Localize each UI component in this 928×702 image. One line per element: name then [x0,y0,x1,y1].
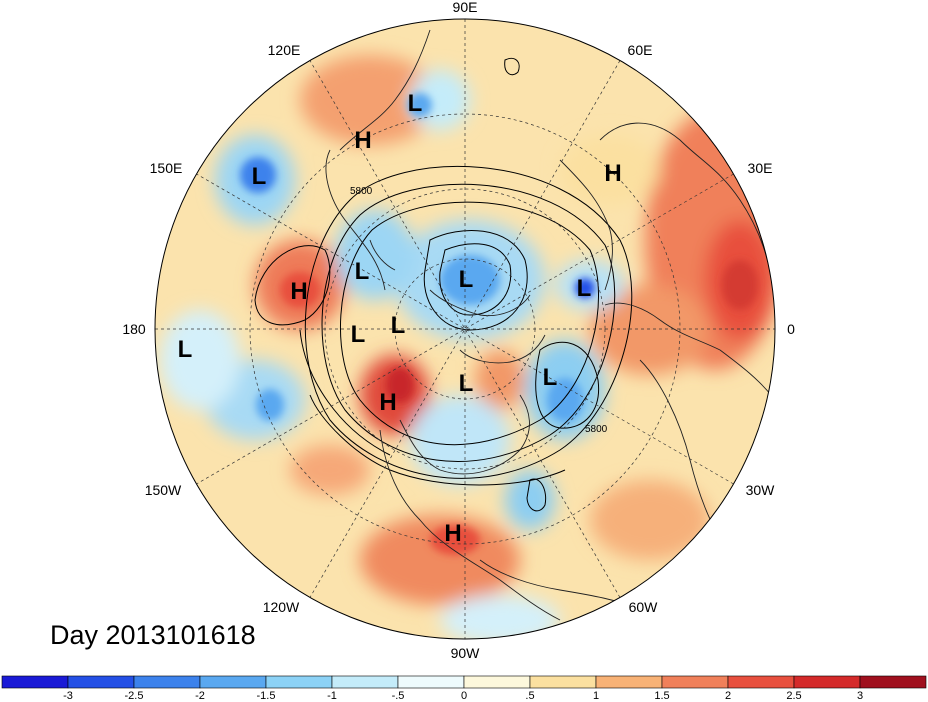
lon-label-150e: 150E [150,160,183,176]
colorbar-tick-label: -2.5 [125,690,144,702]
pressure-center: L [351,321,366,348]
lon-label-180: 180 [122,321,146,337]
colorbar-swatch [727,675,795,689]
colorbar-tick-label: 3 [857,690,863,702]
colorbar: -3 -2.5 -2 -1.5 -1 -.5 0 .5 1 1.5 2 2.5 3 [1,675,927,702]
contour-label: 5800 [585,424,608,435]
pressure-center: L [355,258,370,285]
lon-label-30e: 30E [748,160,773,176]
pressure-center: H [379,389,396,416]
pressure-center: L [459,370,474,397]
colorbar-swatch [199,675,267,689]
colorbar-swatch [463,675,531,689]
pressure-center: H [354,127,371,154]
lon-label-90w: 90W [451,645,481,661]
lon-label-0: 0 [787,321,795,337]
pressure-center: L [391,312,406,339]
pressure-center: L [252,163,267,190]
colorbar-tick-label: -1 [327,690,337,702]
lon-label-120w: 120W [263,599,300,615]
colorbar-swatch [661,675,729,689]
colorbar-tick-label: 2.5 [786,690,801,702]
lat-lon-grid [155,19,775,639]
pressure-center: H [604,160,621,187]
colorbar-tick-label: -2 [195,690,205,702]
colorbar-swatch [133,675,201,689]
lon-label-60w: 60W [629,599,659,615]
longitude-labels: 90E 60E 30E 0 30W 60W 90W 120W 150W 180 … [122,0,795,661]
colorbar-tick-label: 2 [725,690,731,702]
date-title: Day 2013101618 [50,620,256,650]
lon-label-60e: 60E [628,42,653,58]
height-contours [254,57,633,512]
globe-border [154,18,776,640]
lon-label-150w: 150W [145,482,182,498]
pressure-center: L [577,275,592,302]
colorbar-tick-label: 0 [461,690,467,702]
colorbar-swatch [793,675,861,689]
colorbar-swatch [331,675,399,689]
colorbar-tick-label: 1 [593,690,599,702]
colorbar-tick-label: -1.5 [257,690,276,702]
pressure-center: H [290,278,307,305]
colorbar-tick-label: .5 [525,690,534,702]
lon-label-30w: 30W [746,482,776,498]
anomaly-field [155,19,775,639]
colorbar-swatch [67,675,135,689]
colorbar-tick-label: -3 [63,690,73,702]
lon-label-90e: 90E [453,0,478,15]
colorbar-swatch [397,675,465,689]
colorbar-swatch [529,675,597,689]
pressure-center: L [543,364,558,391]
colorbar-tick-label: -.5 [392,690,405,702]
pressure-center: L [408,90,423,117]
pressure-center: H [444,520,461,547]
pressure-centers: L H L H L H L L L L L H L L H H [178,90,622,547]
colorbar-tick-label: 1.5 [654,690,669,702]
colorbar-swatch [595,675,663,689]
lon-label-120e: 120E [268,42,301,58]
pressure-center: L [459,266,474,293]
contour-label: 5800 [350,186,373,197]
colorbar-swatch [859,675,927,689]
colorbar-swatch [1,675,69,689]
colorbar-swatch [265,675,333,689]
pressure-center: L [178,336,193,363]
